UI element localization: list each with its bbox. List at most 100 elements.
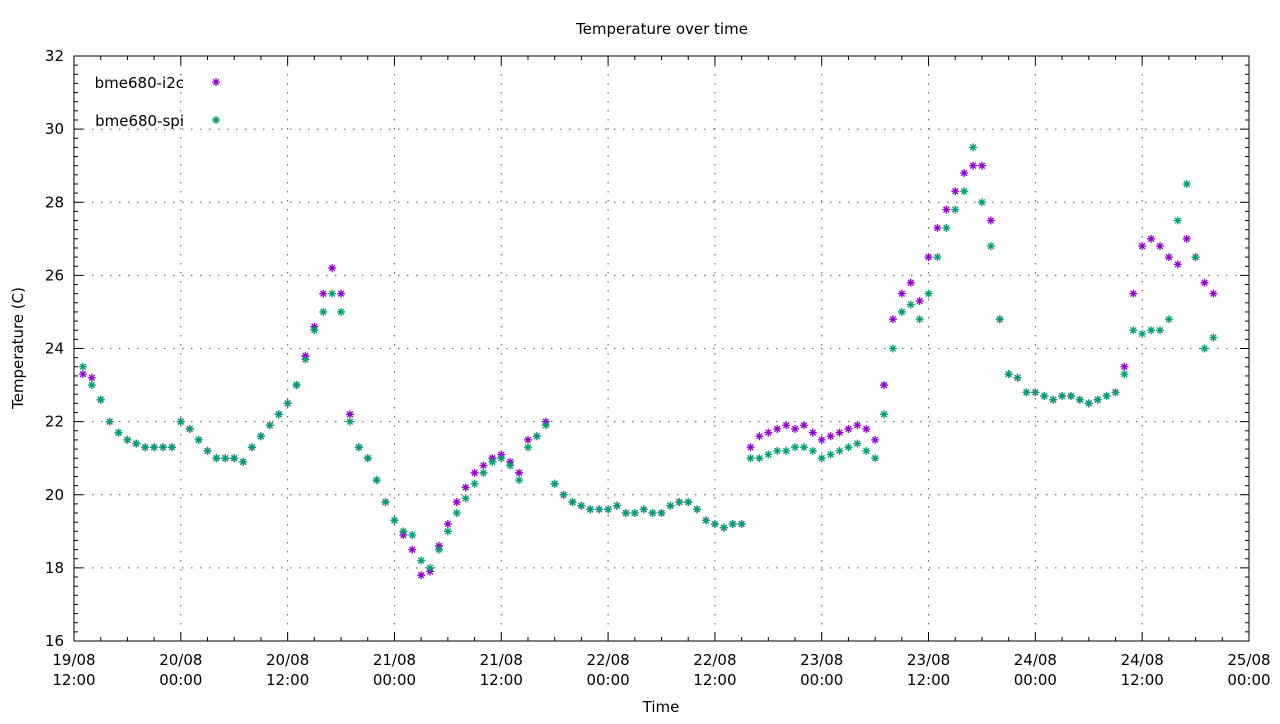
- data-point: [390, 516, 399, 525]
- data-point: [1209, 333, 1218, 342]
- data-point: [853, 439, 862, 448]
- x-tick-label-time: 12:00: [693, 671, 736, 689]
- data-point: [844, 443, 853, 452]
- data-point: [808, 428, 817, 437]
- data-point: [693, 505, 702, 514]
- x-tick-label-date: 19/08: [52, 651, 95, 669]
- data-point: [265, 421, 274, 430]
- data-point: [1031, 388, 1040, 397]
- data-point: [1049, 395, 1058, 404]
- data-point: [1102, 392, 1111, 401]
- data-point: [470, 468, 479, 477]
- data-point: [550, 479, 559, 488]
- data-point: [906, 300, 915, 309]
- data-point: [443, 527, 452, 536]
- x-tick-label-date: 21/08: [480, 651, 523, 669]
- data-point: [1138, 242, 1147, 251]
- data-point: [1058, 392, 1067, 401]
- data-point: [150, 443, 159, 452]
- data-point: [105, 417, 114, 426]
- data-point: [942, 223, 951, 232]
- data-point: [621, 509, 630, 518]
- x-tick-label-date: 20/08: [266, 651, 309, 669]
- data-point: [826, 450, 835, 459]
- data-point: [969, 161, 978, 170]
- data-point: [702, 516, 711, 525]
- data-point: [880, 410, 889, 419]
- x-tick-label-date: 23/08: [907, 651, 950, 669]
- data-point: [710, 520, 719, 528]
- data-point: [604, 505, 613, 514]
- data-point: [782, 446, 791, 455]
- data-point: [684, 498, 693, 507]
- legend-marker-icon: [212, 78, 220, 86]
- data-point: [452, 509, 461, 518]
- data-point: [755, 432, 764, 441]
- data-point: [239, 457, 248, 466]
- data-point: [417, 571, 426, 580]
- x-tick-label-time: 00:00: [373, 671, 416, 689]
- data-point: [1120, 362, 1129, 371]
- data-point: [1040, 392, 1049, 401]
- data-point: [844, 424, 853, 433]
- data-point: [301, 355, 310, 364]
- data-point: [871, 454, 880, 463]
- data-point: [114, 428, 123, 437]
- data-point: [256, 432, 265, 441]
- data-point: [337, 307, 346, 316]
- y-tick-label: 16: [45, 632, 64, 650]
- data-point: [915, 315, 924, 324]
- data-point: [951, 205, 960, 214]
- data-point: [408, 530, 417, 539]
- legend-label-i2c: bme680-i2c: [95, 74, 184, 92]
- data-point: [1120, 370, 1129, 379]
- data-point: [1155, 326, 1164, 335]
- data-point: [915, 296, 924, 305]
- y-tick-label: 30: [45, 120, 64, 138]
- data-point: [595, 505, 604, 514]
- data-point: [328, 289, 337, 298]
- data-point: [835, 428, 844, 437]
- data-point: [1075, 395, 1084, 404]
- x-tick-label-time: 00:00: [1227, 671, 1270, 689]
- data-point: [87, 373, 96, 382]
- data-point: [960, 187, 969, 196]
- data-point: [185, 424, 194, 433]
- data-point: [363, 454, 372, 463]
- data-point: [488, 457, 497, 466]
- y-tick-label: 22: [45, 413, 64, 431]
- data-point: [924, 289, 933, 298]
- data-point: [461, 494, 470, 503]
- x-tick-label-time: 00:00: [1014, 671, 1057, 689]
- data-point: [666, 501, 675, 510]
- data-point: [523, 435, 532, 444]
- data-point: [523, 443, 532, 452]
- x-tick-label-time: 00:00: [800, 671, 843, 689]
- data-point: [176, 417, 185, 426]
- grid: [74, 56, 1249, 641]
- data-point: [159, 443, 168, 452]
- data-point: [515, 476, 524, 485]
- data-point: [479, 468, 488, 477]
- data-point: [942, 205, 951, 214]
- data-point: [764, 450, 773, 459]
- series-bme680-i2c: [78, 161, 1218, 580]
- data-point: [328, 264, 337, 273]
- y-axis-label: Temperature (C): [9, 287, 27, 410]
- data-point: [986, 242, 995, 251]
- data-point: [141, 443, 150, 452]
- data-point: [470, 479, 479, 488]
- data-point: [230, 454, 239, 463]
- y-tick-label: 20: [45, 486, 64, 504]
- data-point: [746, 443, 755, 452]
- data-point: [497, 454, 506, 463]
- x-tick-label-time: 00:00: [159, 671, 202, 689]
- x-tick-label-date: 24/08: [1014, 651, 1057, 669]
- x-tick-label-time: 12:00: [1121, 671, 1164, 689]
- legend-marker-i2c: [212, 78, 220, 86]
- data-point: [1093, 395, 1102, 404]
- data-point: [1155, 242, 1164, 251]
- data-point: [817, 454, 826, 463]
- data-point: [924, 253, 933, 262]
- data-point: [657, 509, 666, 518]
